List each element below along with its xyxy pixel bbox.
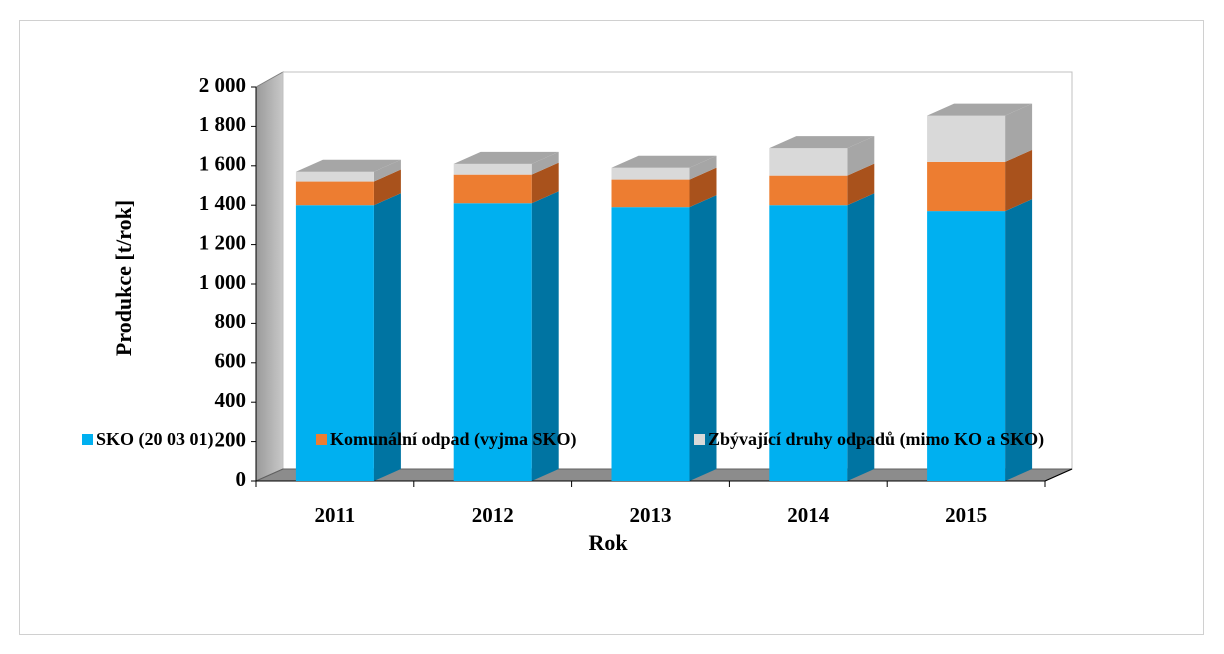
bar-top [453,151,559,164]
bar-side [1005,103,1033,162]
bar-side [373,169,401,206]
y-tick-label: 1 800 [199,112,246,136]
bar [769,205,848,481]
legend-label: Zbývající druhy odpadů (mimo KO a SKO) [708,429,1044,450]
bar [769,148,848,176]
bar-side [689,167,717,208]
bar-side [847,163,875,206]
bar [295,181,374,206]
y-tick-label: 400 [215,388,247,412]
bar-side [531,151,559,175]
bar-top [295,159,401,172]
x-tick-label: 2012 [472,503,514,527]
y-tick-label: 1 000 [199,270,246,294]
x-axis-depth [1044,468,1073,482]
bar-side [531,162,559,204]
bar-side [689,195,717,482]
y-tick-label: 600 [215,349,247,373]
y-tick-label: 1 200 [199,230,246,254]
y-axis-title: Produkce [t/rok] [111,200,136,356]
bar-side [373,159,401,182]
bar-side [689,155,717,180]
bar-side [847,193,875,481]
y-tick-label: 2 000 [199,73,246,97]
bar [611,179,690,208]
x-tick-label: 2013 [630,503,672,527]
x-tick-label: 2014 [787,503,830,527]
bar [927,211,1006,482]
x-axis-title: Rok [588,530,628,555]
y-tick-label: 0 [236,467,247,491]
legend-label: Komunální odpad (vyjma SKO) [330,429,577,450]
x-tick-label: 2015 [945,503,987,527]
y-tick-label: 200 [215,427,247,451]
bar-side [531,191,559,482]
legend-swatch [82,434,93,445]
bar-side [373,193,401,481]
bar-side [1005,199,1033,482]
bar [769,175,848,206]
bar [453,163,532,175]
bar [927,161,1006,212]
bar-side [847,136,875,176]
side-wall [255,71,284,482]
legend-label: SKO (20 03 01) [96,429,214,450]
bar [611,207,690,482]
bar-top [611,155,717,168]
bar [295,171,374,182]
bar [927,115,1006,162]
bar [453,203,532,482]
x-tick-label: 2011 [314,503,355,527]
bar [295,205,374,481]
y-tick-label: 800 [215,309,247,333]
bar [611,167,690,180]
legend-swatch [316,434,327,445]
bar-side [1005,149,1033,212]
y-tick-label: 1 600 [199,152,246,176]
legend-swatch [694,434,705,445]
bar [453,174,532,204]
bar-top [927,103,1033,116]
bar-top [769,136,875,149]
y-tick-label: 1 400 [199,191,246,215]
